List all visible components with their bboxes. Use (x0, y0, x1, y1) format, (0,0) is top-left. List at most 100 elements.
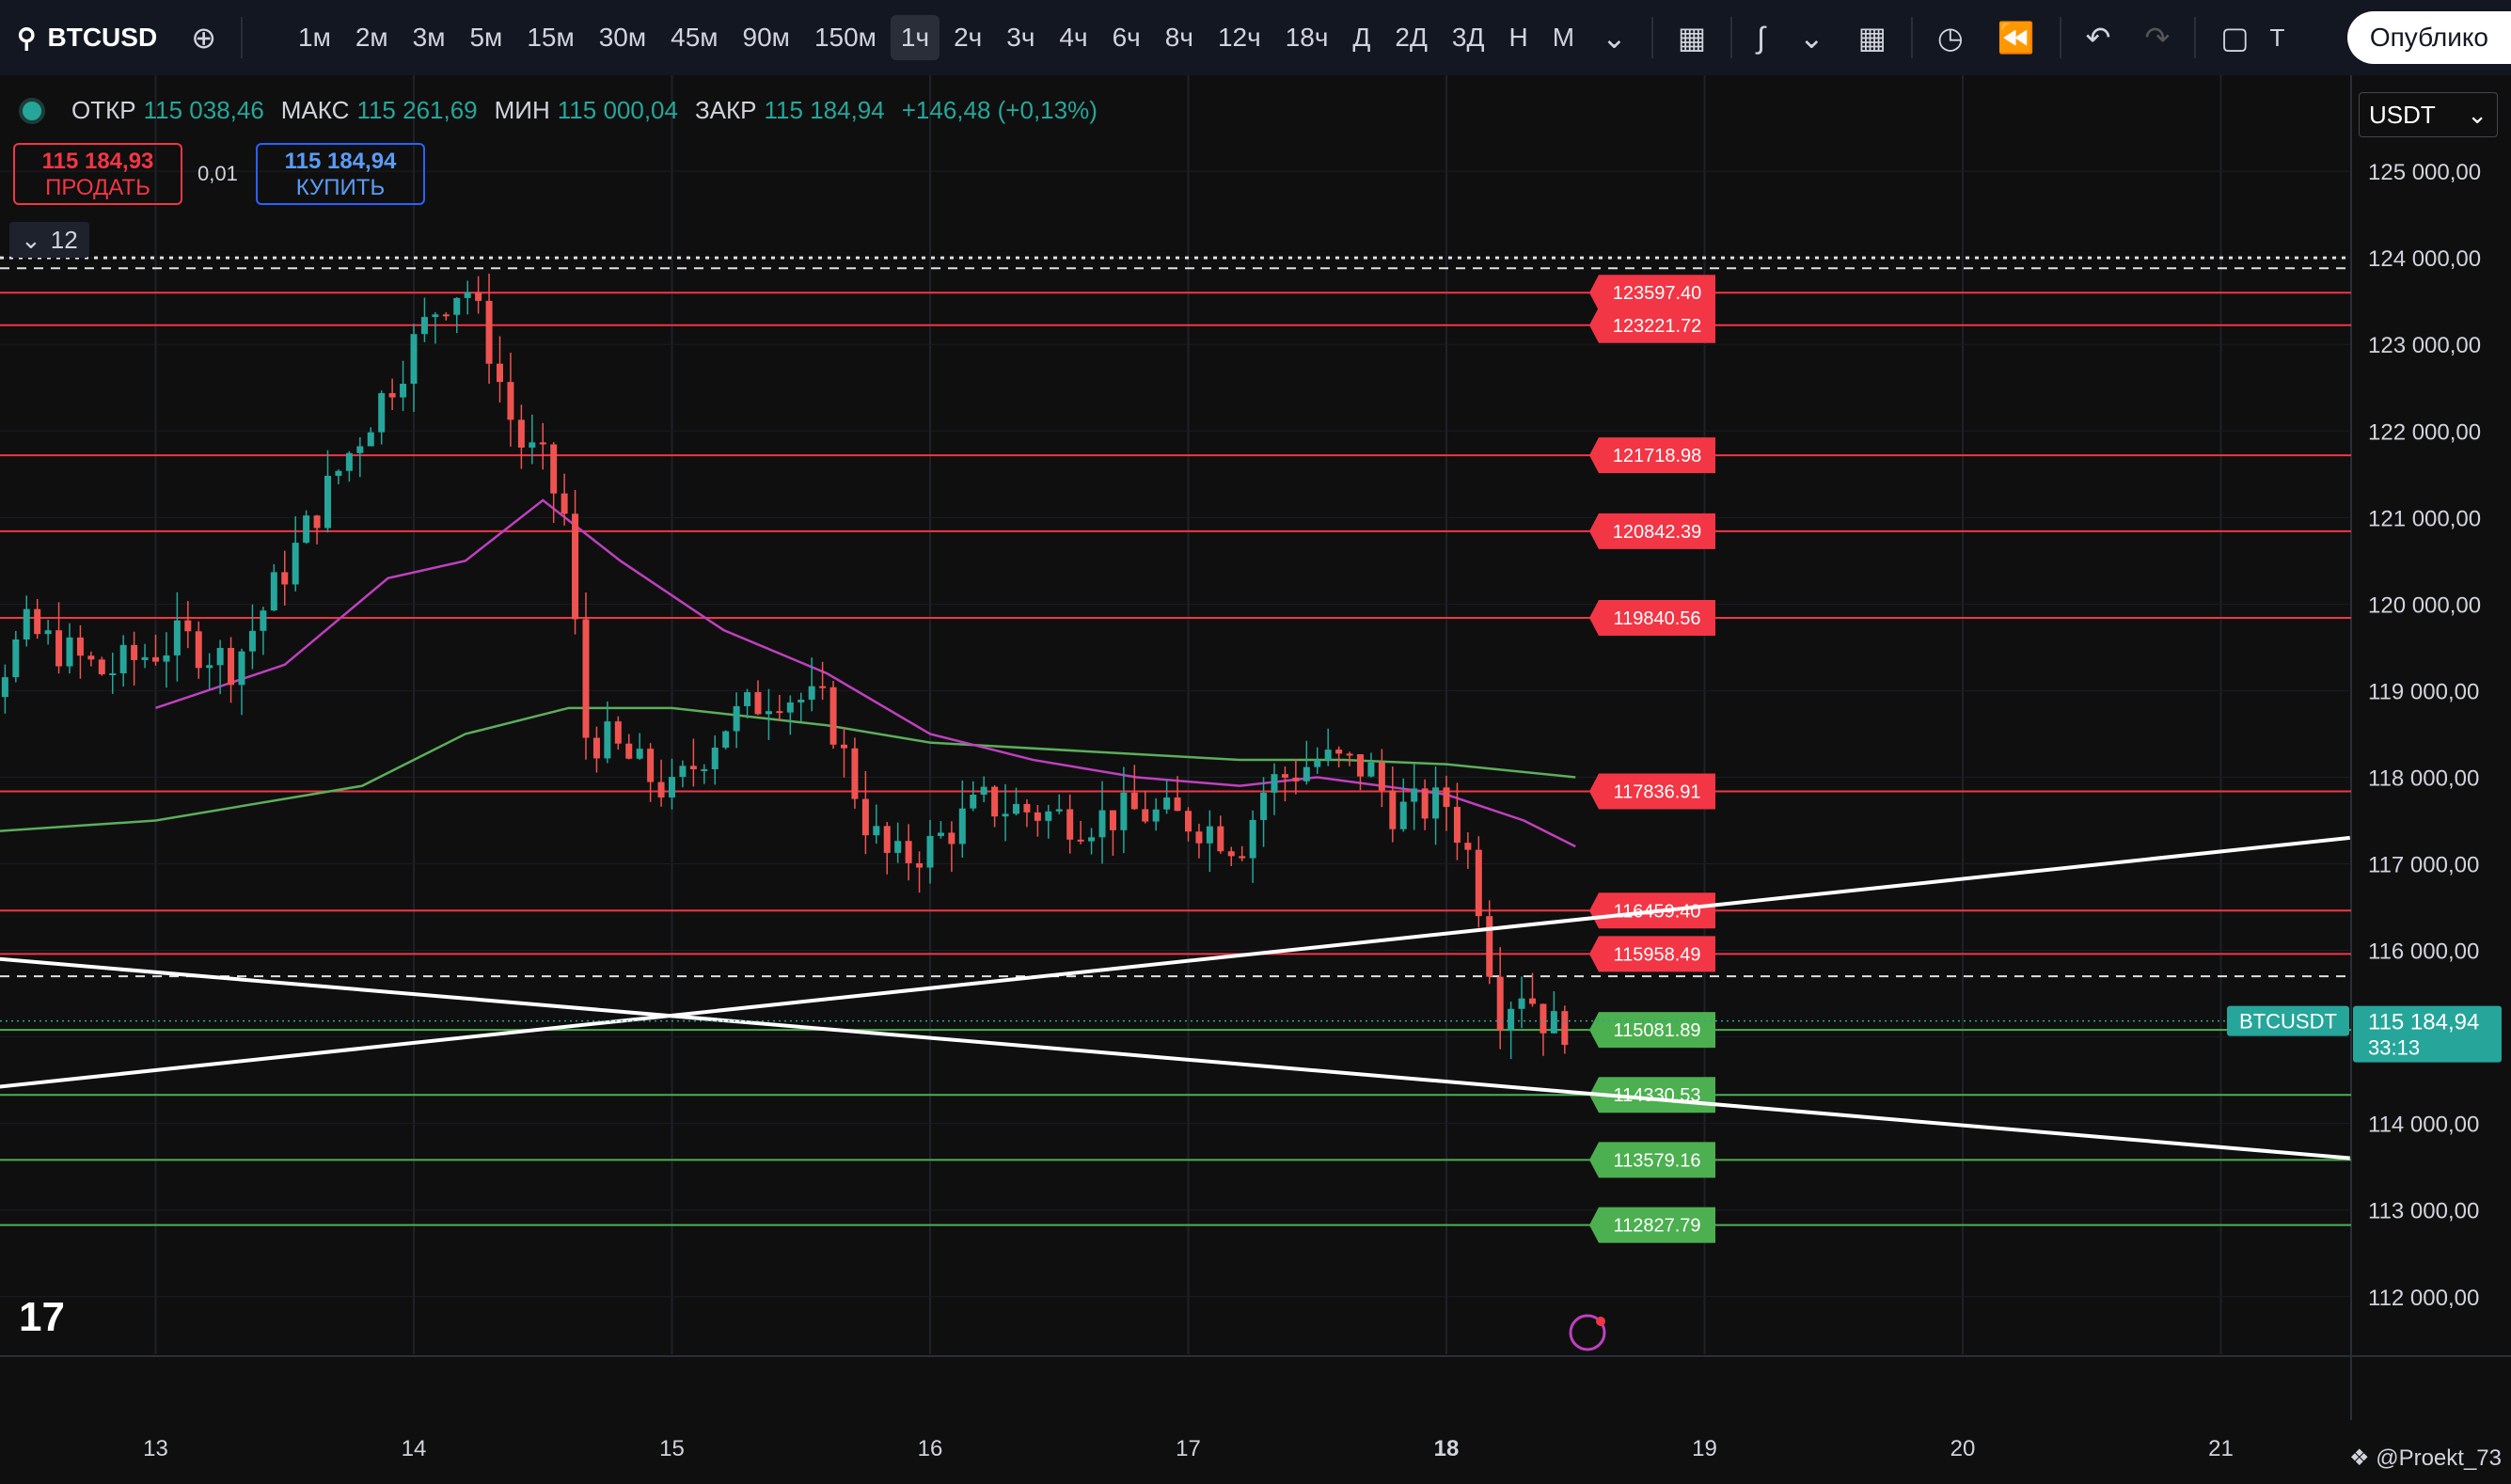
price-scale-label: 121 000,00 (2368, 506, 2481, 531)
candles-icon[interactable]: ▦ (1677, 21, 1707, 55)
level-tag-label: 120842.39 (1613, 522, 1702, 543)
candle-body (1055, 809, 1063, 812)
add-compare-icon[interactable]: ⊕ (191, 21, 216, 55)
candle-body (131, 644, 138, 660)
candle-body (1271, 774, 1278, 793)
candle-body (1529, 998, 1536, 1004)
candle-body (216, 647, 224, 666)
redo-icon[interactable]: ↷ (2144, 21, 2171, 55)
candle-body (970, 795, 977, 809)
candle-body (926, 835, 934, 868)
sell-button[interactable]: 115 184,93 ПРОДАТЬ (13, 143, 182, 205)
timeframe-19[interactable]: 3Д (1451, 23, 1485, 52)
layouts-icon[interactable]: ▦ (1857, 21, 1887, 55)
candle-body (98, 659, 105, 675)
timeframe-8[interactable]: 150м (813, 23, 876, 52)
author-name: @Proekt_73 (2376, 1445, 2502, 1471)
candle-body (841, 744, 847, 749)
candle-body (592, 737, 600, 759)
candle-body (292, 543, 299, 585)
candle-body (883, 826, 891, 853)
timeframe-11[interactable]: 3ч (1006, 23, 1035, 52)
candle-body (916, 862, 924, 868)
candle-body (1239, 856, 1246, 859)
low-label: МИН (494, 96, 550, 124)
date-label: 20 (1950, 1436, 1976, 1461)
date-label: 13 (143, 1436, 168, 1461)
separator (2059, 17, 2061, 58)
level-tag-bg (1589, 1142, 1715, 1178)
level-tag: 119840.56 (1589, 600, 1715, 637)
timeframe-17[interactable]: Д (1352, 23, 1371, 52)
timeframe-6[interactable]: 45м (671, 23, 719, 52)
candle-body (1185, 811, 1192, 832)
timeframe-3[interactable]: 5м (469, 23, 503, 52)
chevron-down-icon: ⌄ (21, 225, 41, 254)
separator (1910, 17, 1913, 58)
indicators-icon[interactable]: ∫ (1757, 20, 1765, 55)
symbol-search[interactable]: ⚲ BTCUSD (0, 23, 174, 54)
alert-icon[interactable]: ◷ (1936, 21, 1964, 55)
replay-icon[interactable]: ⏪ (1997, 21, 2035, 55)
price-scale-label: 116 000,00 (2368, 939, 2479, 965)
candle-body (1292, 777, 1300, 781)
level-tag-bg (1589, 1207, 1715, 1243)
candle-body (798, 699, 805, 703)
timeframe-2[interactable]: 3м (412, 23, 446, 52)
timeframe-12[interactable]: 4ч (1059, 23, 1088, 52)
timeframe-20[interactable]: Н (1508, 23, 1528, 52)
timeframe-9[interactable]: 1ч (890, 15, 940, 60)
candle-body (184, 620, 192, 632)
fullscreen-icon[interactable]: ▢ (2220, 21, 2250, 55)
candle-body (1540, 1003, 1547, 1034)
candle-body (420, 317, 428, 335)
currency-select[interactable]: USDT ⌄ (2359, 92, 2498, 137)
candle-body (1550, 1011, 1557, 1034)
timeframe-18[interactable]: 2Д (1395, 23, 1428, 52)
timeframe-14[interactable]: 8ч (1164, 23, 1193, 52)
level-tag-label: 115958.49 (1613, 944, 1700, 965)
timeframe-7[interactable]: 90м (742, 23, 790, 52)
timeframe-13[interactable]: 6ч (1112, 23, 1141, 52)
level-tag-bg (1589, 513, 1715, 549)
indicators-counter[interactable]: ⌄ 12 (9, 222, 89, 258)
candle-body (1152, 809, 1160, 822)
timeframe-1[interactable]: 2м (355, 23, 388, 52)
candle-body (604, 721, 611, 759)
tradingview-logo: 17 (19, 1294, 65, 1340)
close-value: 115 184,94 (764, 96, 885, 124)
timeframe-15[interactable]: 12ч (1217, 23, 1261, 52)
buy-button[interactable]: 115 184,94 КУПИТЬ (256, 143, 425, 205)
chevron-down-icon[interactable]: ⌄ (1602, 21, 1627, 55)
timeframe-10[interactable]: 2ч (954, 23, 983, 52)
candle-body (400, 384, 407, 398)
candle-body (689, 766, 697, 770)
publish-button[interactable]: Опублико (2346, 11, 2511, 64)
level-tag-label: 113579.16 (1613, 1150, 1700, 1171)
timeframe-5[interactable]: 30м (598, 23, 647, 52)
candle-body (894, 841, 902, 853)
ohlc-legend: ОТКР 115 038,46 МАКС 115 261,69 МИН 115 … (19, 96, 1107, 125)
timeframe-4[interactable]: 15м (527, 23, 575, 52)
candle-body (1217, 826, 1224, 852)
price-scale-label: 117 000,00 (2368, 853, 2479, 878)
date-label: 17 (1176, 1436, 1201, 1461)
candle-body (152, 656, 159, 662)
candle-body (1411, 788, 1418, 802)
timeframe-21[interactable]: М (1552, 23, 1575, 52)
timeframe-0[interactable]: 1м (298, 23, 331, 52)
level-tag: 123221.72 (1589, 307, 1715, 343)
candle-body (141, 656, 149, 660)
countdown-label: 33:13 (2368, 1036, 2420, 1060)
trendline (0, 956, 2350, 1160)
separator (241, 17, 243, 58)
level-tag-bg (1589, 1077, 1715, 1113)
candle-body (1098, 810, 1106, 838)
chevron-down-icon[interactable]: ⌄ (1798, 21, 1824, 55)
timeframe-16[interactable]: 18ч (1285, 23, 1329, 52)
candle-body (701, 768, 708, 771)
candle-body (733, 705, 740, 732)
undo-icon[interactable]: ↶ (2085, 21, 2111, 55)
timeframe-bar: 1м 2м 3м 5м 15м 30м 45м 90м 150м 1ч 2ч 3ч 4ч 6ч 8ч 12ч 1… (288, 15, 1585, 60)
